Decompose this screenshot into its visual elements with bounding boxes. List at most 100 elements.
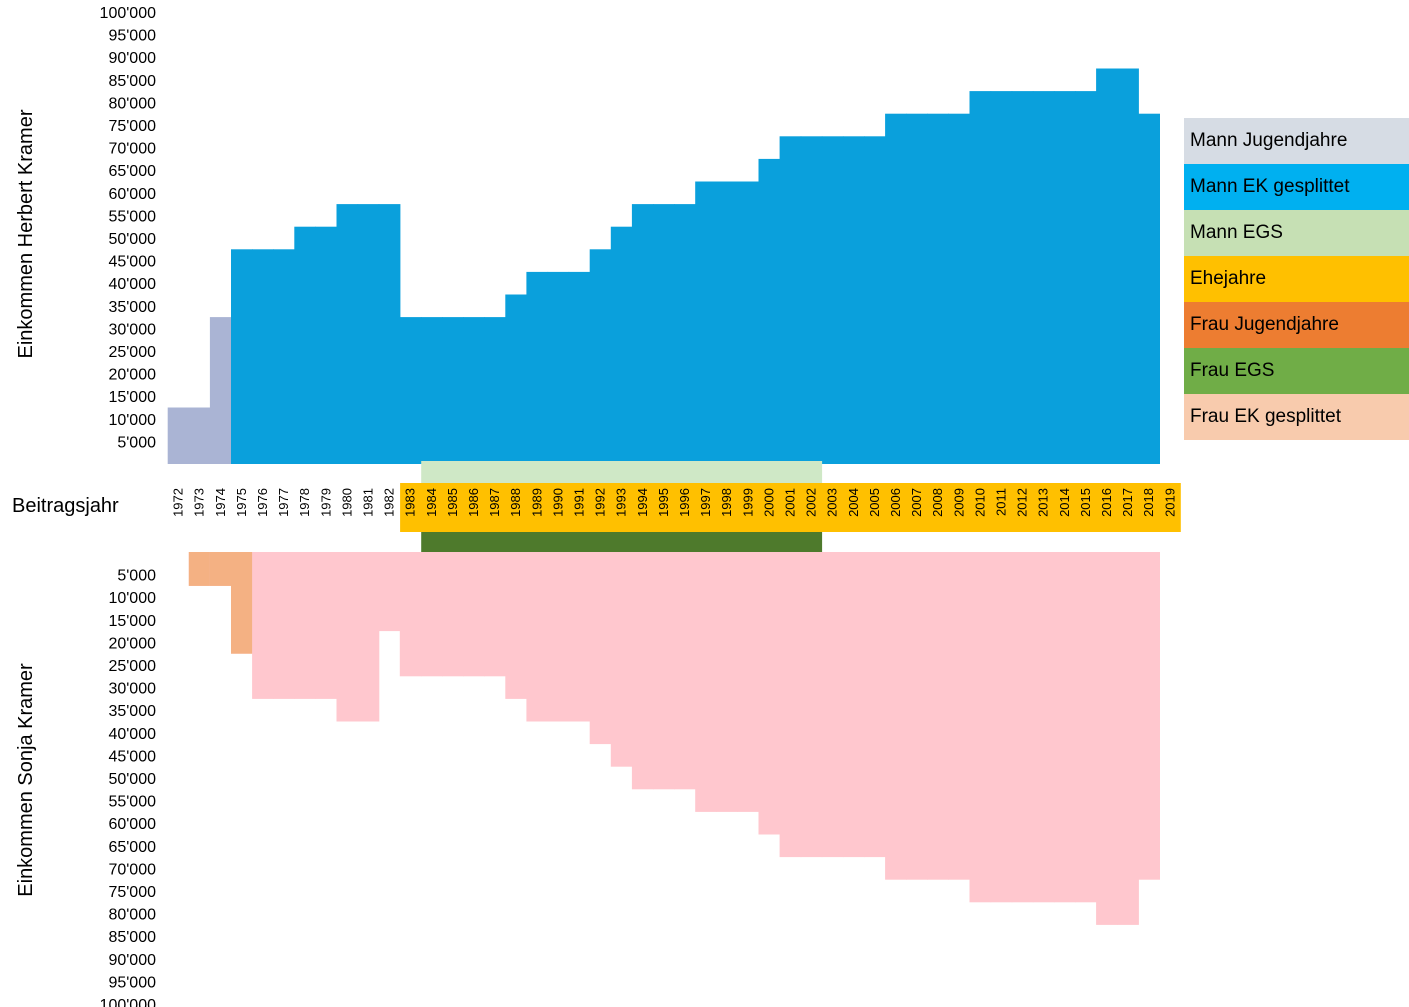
top-tick-12: 60'000 <box>108 186 156 203</box>
top-tick-9: 45'000 <box>108 254 156 271</box>
legend-item-4: Frau Jugendjahre <box>1184 302 1409 348</box>
year-label-2006: 2006 <box>888 488 903 517</box>
year-label-1979: 1979 <box>318 488 333 517</box>
man-bar-1976 <box>252 249 274 464</box>
top-tick-20: 100'000 <box>100 5 157 22</box>
year-label-1987: 1987 <box>487 488 502 517</box>
woman-bar-2005 <box>864 552 886 858</box>
woman-bar-1987 <box>484 552 506 677</box>
woman-bar-2006 <box>885 552 907 880</box>
bottom-tick-11: 55'000 <box>108 794 156 811</box>
man-bar-1980 <box>336 204 359 464</box>
legend-item-1: Mann EK gesplittet <box>1184 164 1409 210</box>
woman-bar-2018 <box>1138 552 1160 880</box>
man-bar-1991 <box>568 271 591 464</box>
man-bar-2008 <box>927 113 949 464</box>
bottom-tick-7: 35'000 <box>108 703 156 720</box>
bottom-tick-20: 100'000 <box>100 997 157 1007</box>
bottom-tick-9: 45'000 <box>108 748 156 765</box>
year-label-2002: 2002 <box>804 488 819 517</box>
woman-bar-1980 <box>336 552 359 722</box>
bottom-tick-13: 65'000 <box>108 839 156 856</box>
man-bar-2014 <box>1053 91 1076 464</box>
frau-egs-band <box>421 532 823 552</box>
man-bar-1975 <box>231 249 253 464</box>
year-label-2019: 2019 <box>1162 488 1177 517</box>
mann-egs-band <box>421 461 823 483</box>
top-tick-5: 25'000 <box>108 344 156 361</box>
man-bar-1972 <box>167 407 190 464</box>
legend: Mann Jugendjahre Mann EK gesplittet Mann E… <box>1184 118 1409 440</box>
year-label-2005: 2005 <box>867 488 882 517</box>
year-label-1980: 1980 <box>339 488 354 517</box>
bottom-tick-8: 40'000 <box>108 726 156 743</box>
woman-bar-1982 <box>378 552 401 632</box>
bottom-y-axis-label: Einkommen Sonja Kramer <box>15 663 37 897</box>
woman-bar-2011 <box>990 552 1013 903</box>
top-tick-4: 20'000 <box>108 367 156 384</box>
top-tick-7: 35'000 <box>108 299 156 316</box>
year-label-1981: 1981 <box>360 488 375 517</box>
year-label-1993: 1993 <box>614 488 629 517</box>
bottom-tick-3: 15'000 <box>108 613 156 630</box>
woman-bar-2014 <box>1053 552 1076 903</box>
year-label-1997: 1997 <box>698 488 713 517</box>
bottom-tick-19: 95'000 <box>108 974 156 991</box>
man-bar-2006 <box>885 113 907 464</box>
man-bar-1998 <box>716 181 738 464</box>
year-label-2010: 2010 <box>972 488 987 517</box>
woman-bar-2015 <box>1075 552 1097 903</box>
woman-bar-2012 <box>1011 552 1034 903</box>
man-bar-1992 <box>589 249 612 464</box>
bottom-tick-14: 70'000 <box>108 861 156 878</box>
bottom-tick-16: 80'000 <box>108 907 156 924</box>
top-tick-2: 10'000 <box>108 412 156 429</box>
man-bar-1989 <box>526 271 549 464</box>
woman-youth-bar-1974 <box>209 552 232 586</box>
man-bar-2003 <box>821 136 844 465</box>
bottom-tick-12: 60'000 <box>108 816 156 833</box>
year-label-1978: 1978 <box>297 488 312 517</box>
woman-bar-1979 <box>315 552 338 699</box>
man-bar-1999 <box>737 181 760 464</box>
year-label-2013: 2013 <box>1036 488 1051 517</box>
bottom-tick-10: 50'000 <box>108 771 156 788</box>
top-tick-17: 85'000 <box>108 73 156 90</box>
woman-bar-2002 <box>800 552 823 858</box>
woman-bar-1994 <box>631 552 654 790</box>
bottom-tick-18: 90'000 <box>108 952 156 969</box>
year-label-2017: 2017 <box>1120 488 1135 517</box>
woman-bar-1988 <box>505 552 527 699</box>
man-bar-1988 <box>505 294 527 464</box>
woman-bar-1978 <box>294 552 316 699</box>
top-tick-15: 75'000 <box>108 118 156 135</box>
year-label-1985: 1985 <box>445 488 460 517</box>
woman-bar-1999 <box>737 552 760 812</box>
top-tick-11: 55'000 <box>108 208 156 225</box>
man-income-bars <box>167 68 1160 465</box>
bottom-tick-5: 25'000 <box>108 658 156 675</box>
year-label-1992: 1992 <box>593 488 608 517</box>
woman-bar-2001 <box>779 552 802 858</box>
man-bar-1978 <box>294 226 316 464</box>
man-bar-2005 <box>864 136 886 465</box>
woman-bar-2000 <box>758 552 781 835</box>
year-label-2016: 2016 <box>1099 488 1114 517</box>
top-tick-6: 30'000 <box>108 321 156 338</box>
x-axis-label: Beitragsjahr <box>12 495 119 517</box>
top-tick-1: 5'000 <box>117 434 156 451</box>
year-label-1977: 1977 <box>276 488 291 517</box>
man-bar-2017 <box>1117 68 1139 464</box>
man-bar-1973 <box>188 407 211 464</box>
year-label-1972: 1972 <box>171 488 186 517</box>
woman-bar-1989 <box>526 552 549 722</box>
man-bar-2002 <box>800 136 823 465</box>
woman-bar-1997 <box>695 552 717 812</box>
year-label-1984: 1984 <box>424 488 439 517</box>
bottom-tick-15: 75'000 <box>108 884 156 901</box>
top-tick-14: 70'000 <box>108 141 156 158</box>
top-tick-19: 95'000 <box>108 28 156 45</box>
man-bar-1990 <box>547 271 570 464</box>
legend-item-2: Mann EGS <box>1184 210 1409 256</box>
